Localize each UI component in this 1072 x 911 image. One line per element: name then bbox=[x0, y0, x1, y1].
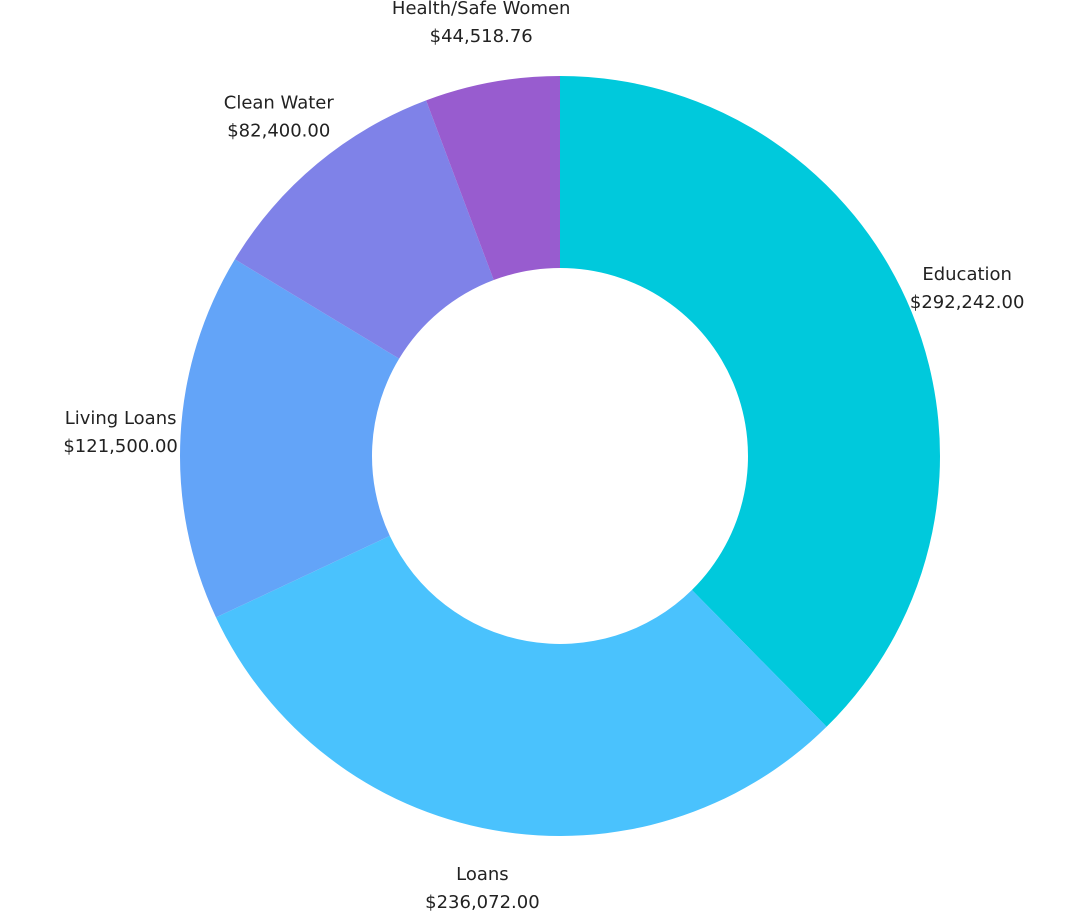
slice-value-label: $44,518.76 bbox=[430, 26, 533, 47]
slice bbox=[215, 535, 827, 836]
slice bbox=[426, 76, 560, 281]
slice-label: Clean Water bbox=[224, 93, 335, 114]
slice-label: Health/Safe Women bbox=[392, 0, 571, 19]
slice bbox=[180, 259, 400, 618]
slice bbox=[234, 100, 494, 359]
slice-label: Loans bbox=[456, 864, 509, 885]
slice-label: Living Loans bbox=[65, 408, 177, 429]
slice-value-label: $292,242.00 bbox=[910, 292, 1025, 313]
slice-label: Education bbox=[922, 264, 1012, 285]
slice bbox=[560, 76, 940, 727]
slice-value-label: $82,400.00 bbox=[227, 121, 330, 142]
slice-value-label: $121,500.00 bbox=[63, 436, 178, 457]
slice-value-label: $236,072.00 bbox=[425, 892, 540, 911]
